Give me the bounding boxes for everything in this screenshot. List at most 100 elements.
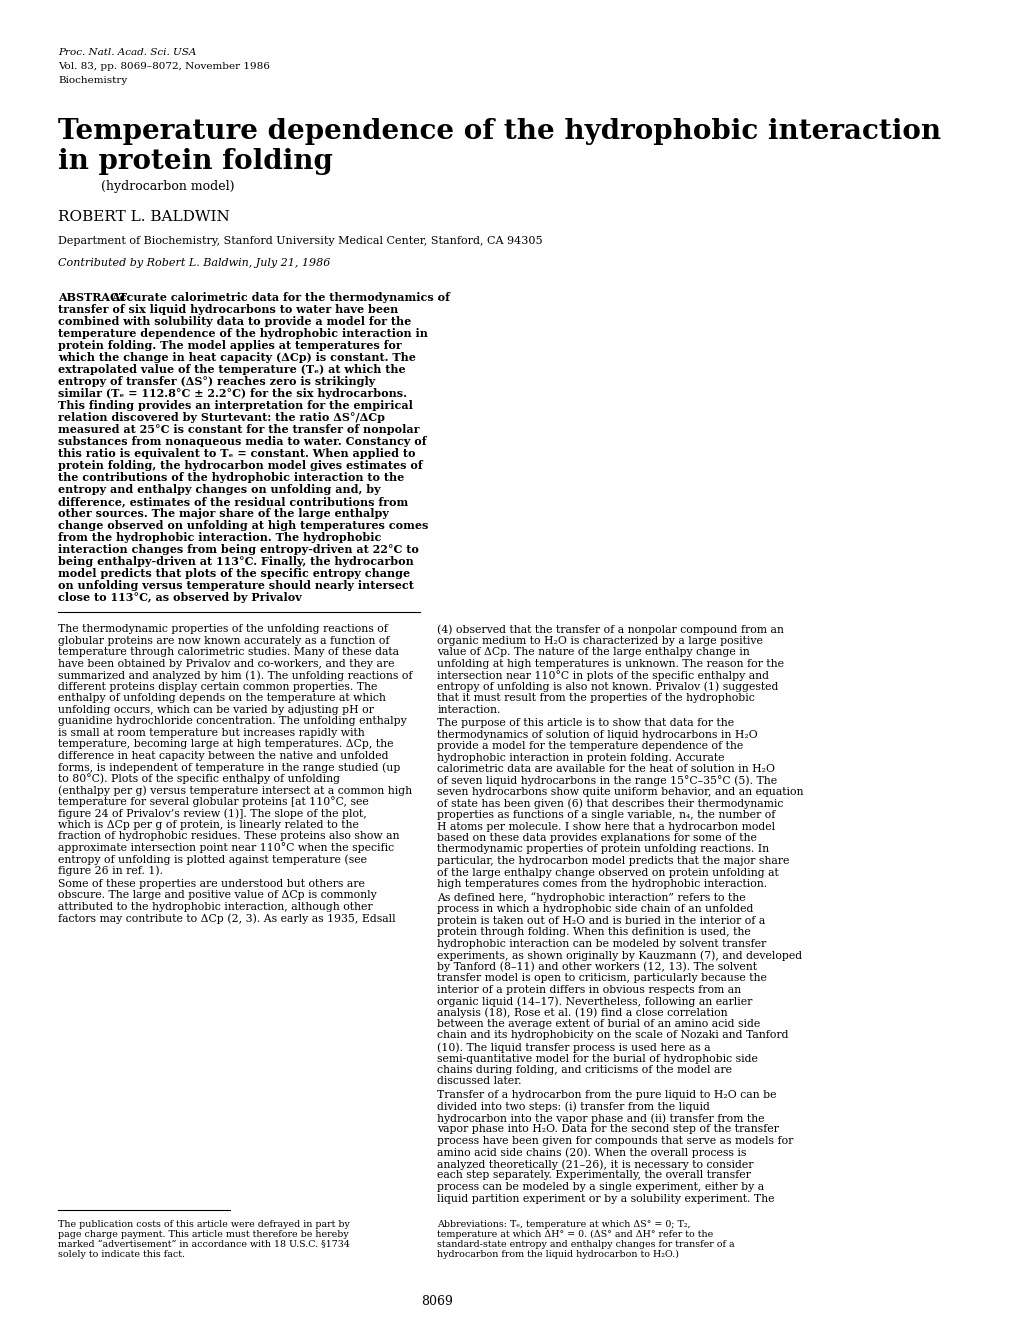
Text: marked “advertisement” in accordance with 18 U.S.C. §1734: marked “advertisement” in accordance wit… <box>58 1240 350 1249</box>
Text: that it must result from the properties of the hydrophobic: that it must result from the properties … <box>437 693 754 703</box>
Text: analyzed theoretically (21–26), it is necessary to consider: analyzed theoretically (21–26), it is ne… <box>437 1159 753 1170</box>
Text: extrapolated value of the temperature (Tₑ) at which the: extrapolated value of the temperature (T… <box>58 365 406 375</box>
Text: ABSTRACT: ABSTRACT <box>58 292 127 304</box>
Text: organic medium to H₂O is characterized by a large positive: organic medium to H₂O is characterized b… <box>437 635 762 646</box>
Text: similar (Tₑ = 112.8°C ± 2.2°C) for the six hydrocarbons.: similar (Tₑ = 112.8°C ± 2.2°C) for the s… <box>58 389 407 399</box>
Text: (10). The liquid transfer process is used here as a: (10). The liquid transfer process is use… <box>437 1042 710 1053</box>
Text: divided into two steps: (i) transfer from the liquid: divided into two steps: (i) transfer fro… <box>437 1102 709 1113</box>
Text: which the change in heat capacity (ΔCp) is constant. The: which the change in heat capacity (ΔCp) … <box>58 351 416 363</box>
Text: summarized and analyzed by him (1). The unfolding reactions of: summarized and analyzed by him (1). The … <box>58 670 413 680</box>
Text: unfolding at high temperatures is unknown. The reason for the: unfolding at high temperatures is unknow… <box>437 659 784 668</box>
Text: analysis (18), Rose et al. (19) find a close correlation: analysis (18), Rose et al. (19) find a c… <box>437 1008 728 1018</box>
Text: high temperatures comes from the hydrophobic interaction.: high temperatures comes from the hydroph… <box>437 879 766 888</box>
Text: temperature for several globular proteins [at 110°C, see: temperature for several globular protein… <box>58 797 369 808</box>
Text: change observed on unfolding at high temperatures comes: change observed on unfolding at high tem… <box>58 520 428 530</box>
Text: standard-state entropy and enthalpy changes for transfer of a: standard-state entropy and enthalpy chan… <box>437 1240 735 1249</box>
Text: interaction.: interaction. <box>437 704 500 715</box>
Text: transfer of six liquid hydrocarbons to water have been: transfer of six liquid hydrocarbons to w… <box>58 304 398 316</box>
Text: temperature dependence of the hydrophobic interaction in: temperature dependence of the hydrophobi… <box>58 328 428 339</box>
Text: provide a model for the temperature dependence of the: provide a model for the temperature depe… <box>437 741 743 751</box>
Text: organic liquid (14–17). Nevertheless, following an earlier: organic liquid (14–17). Nevertheless, fo… <box>437 996 752 1006</box>
Text: in protein folding: in protein folding <box>58 149 333 175</box>
Text: which is ΔCp per g of protein, is linearly related to the: which is ΔCp per g of protein, is linear… <box>58 819 359 830</box>
Text: seven hydrocarbons show quite uniform behavior, and an equation: seven hydrocarbons show quite uniform be… <box>437 788 803 797</box>
Text: Transfer of a hydrocarbon from the pure liquid to H₂O can be: Transfer of a hydrocarbon from the pure … <box>437 1090 776 1101</box>
Text: on unfolding versus temperature should nearly intersect: on unfolding versus temperature should n… <box>58 579 414 591</box>
Text: hydrophobic interaction in protein folding. Accurate: hydrophobic interaction in protein foldi… <box>437 752 725 762</box>
Text: difference, estimates of the residual contributions from: difference, estimates of the residual co… <box>58 496 409 507</box>
Text: Proc. Natl. Acad. Sci. USA: Proc. Natl. Acad. Sci. USA <box>58 48 197 57</box>
Text: The purpose of this article is to show that data for the: The purpose of this article is to show t… <box>437 717 734 728</box>
Text: enthalpy of unfolding depends on the temperature at which: enthalpy of unfolding depends on the tem… <box>58 693 386 703</box>
Text: have been obtained by Privalov and co-workers, and they are: have been obtained by Privalov and co-wo… <box>58 659 394 668</box>
Text: this ratio is equivalent to Tₑ = constant. When applied to: this ratio is equivalent to Tₑ = constan… <box>58 448 416 459</box>
Text: measured at 25°C is constant for the transfer of nonpolar: measured at 25°C is constant for the tra… <box>58 424 420 435</box>
Text: chains during folding, and criticisms of the model are: chains during folding, and criticisms of… <box>437 1065 732 1075</box>
Text: intersection near 110°C in plots of the specific enthalpy and: intersection near 110°C in plots of the … <box>437 670 768 680</box>
Text: hydrocarbon into the vapor phase and (ii) transfer from the: hydrocarbon into the vapor phase and (ii… <box>437 1113 764 1123</box>
Text: protein folding, the hydrocarbon model gives estimates of: protein folding, the hydrocarbon model g… <box>58 460 423 471</box>
Text: (enthalpy per g) versus temperature intersect at a common high: (enthalpy per g) versus temperature inte… <box>58 785 412 796</box>
Text: close to 113°C, as observed by Privalov: close to 113°C, as observed by Privalov <box>58 591 302 603</box>
Text: fraction of hydrophobic residues. These proteins also show an: fraction of hydrophobic residues. These … <box>58 831 399 841</box>
Text: thermodynamic properties of protein unfolding reactions. In: thermodynamic properties of protein unfo… <box>437 845 768 854</box>
Text: being enthalpy-driven at 113°C. Finally, the hydrocarbon: being enthalpy-driven at 113°C. Finally,… <box>58 556 414 568</box>
Text: between the average extent of burial of an amino acid side: between the average extent of burial of … <box>437 1018 760 1029</box>
Text: Department of Biochemistry, Stanford University Medical Center, Stanford, CA 943: Department of Biochemistry, Stanford Uni… <box>58 236 542 247</box>
Text: .: . <box>437 292 440 302</box>
Text: experiments, as shown originally by Kauzmann (7), and developed: experiments, as shown originally by Kauz… <box>437 949 802 960</box>
Text: different proteins display certain common properties. The: different proteins display certain commo… <box>58 682 377 691</box>
Text: amino acid side chains (20). When the overall process is: amino acid side chains (20). When the ov… <box>437 1147 746 1158</box>
Text: semi-quantitative model for the burial of hydrophobic side: semi-quantitative model for the burial o… <box>437 1053 757 1063</box>
Text: properties as functions of a single variable, n₄, the number of: properties as functions of a single vari… <box>437 810 775 819</box>
Text: globular proteins are now known accurately as a function of: globular proteins are now known accurate… <box>58 635 389 646</box>
Text: (4) observed that the transfer of a nonpolar compound from an: (4) observed that the transfer of a nonp… <box>437 625 784 635</box>
Text: Vol. 83, pp. 8069–8072, November 1986: Vol. 83, pp. 8069–8072, November 1986 <box>58 62 270 72</box>
Text: entropy of transfer (ΔS°) reaches zero is strikingly: entropy of transfer (ΔS°) reaches zero i… <box>58 377 375 387</box>
Text: This finding provides an interpretation for the empirical: This finding provides an interpretation … <box>58 400 413 411</box>
Text: process in which a hydrophobic side chain of an unfolded: process in which a hydrophobic side chai… <box>437 904 753 914</box>
Text: to 80°C). Plots of the specific enthalpy of unfolding: to 80°C). Plots of the specific enthalpy… <box>58 773 340 785</box>
Text: based on these data provides explanations for some of the: based on these data provides explanation… <box>437 833 756 843</box>
Text: particular, the hydrocarbon model predicts that the major share: particular, the hydrocarbon model predic… <box>437 857 789 866</box>
Text: ROBERT L. BALDWIN: ROBERT L. BALDWIN <box>58 210 230 224</box>
Text: page charge payment. This article must therefore be hereby: page charge payment. This article must t… <box>58 1231 348 1238</box>
Text: value of ΔCp. The nature of the large enthalpy change in: value of ΔCp. The nature of the large en… <box>437 647 749 656</box>
Text: protein is taken out of H₂O and is buried in the interior of a: protein is taken out of H₂O and is burie… <box>437 915 765 926</box>
Text: liquid partition experiment or by a solubility experiment. The: liquid partition experiment or by a solu… <box>437 1193 774 1204</box>
Text: 8069: 8069 <box>421 1296 452 1307</box>
Text: of the large enthalpy change observed on protein unfolding at: of the large enthalpy change observed on… <box>437 867 779 878</box>
Text: Some of these properties are understood but others are: Some of these properties are understood … <box>58 879 365 888</box>
Text: guanidine hydrochloride concentration. The unfolding enthalpy: guanidine hydrochloride concentration. T… <box>58 716 407 727</box>
Text: of seven liquid hydrocarbons in the range 15°C–35°C (5). The: of seven liquid hydrocarbons in the rang… <box>437 776 776 786</box>
Text: Temperature dependence of the hydrophobic interaction: Temperature dependence of the hydrophobi… <box>58 118 941 145</box>
Text: protein through folding. When this definition is used, the: protein through folding. When this defin… <box>437 927 750 937</box>
Text: chain and its hydrophobicity on the scale of Nozaki and Tanford: chain and its hydrophobicity on the scal… <box>437 1030 788 1041</box>
Text: approximate intersection point near 110°C when the specific: approximate intersection point near 110°… <box>58 842 394 854</box>
Text: The publication costs of this article were defrayed in part by: The publication costs of this article we… <box>58 1220 350 1229</box>
Text: Accurate calorimetric data for the thermodynamics of: Accurate calorimetric data for the therm… <box>111 292 450 304</box>
Text: unfolding occurs, which can be varied by adjusting pH or: unfolding occurs, which can be varied by… <box>58 704 374 715</box>
Text: entropy of unfolding is also not known. Privalov (1) suggested: entropy of unfolding is also not known. … <box>437 682 777 692</box>
Text: of state has been given (6) that describes their thermodynamic: of state has been given (6) that describ… <box>437 798 783 809</box>
Text: calorimetric data are available for the heat of solution in H₂O: calorimetric data are available for the … <box>437 764 774 774</box>
Text: vapor phase into H₂O. Data for the second step of the transfer: vapor phase into H₂O. Data for the secon… <box>437 1124 779 1135</box>
Text: obscure. The large and positive value of ΔCp is commonly: obscure. The large and positive value of… <box>58 891 377 900</box>
Text: by Tanford (8–11) and other workers (12, 13). The solvent: by Tanford (8–11) and other workers (12,… <box>437 961 756 972</box>
Text: As defined here, “hydrophobic interaction” refers to the: As defined here, “hydrophobic interactio… <box>437 892 745 903</box>
Text: hydrocarbon from the liquid hydrocarbon to H₂O.): hydrocarbon from the liquid hydrocarbon … <box>437 1250 679 1260</box>
Text: entropy of unfolding is plotted against temperature (see: entropy of unfolding is plotted against … <box>58 854 367 865</box>
Text: relation discovered by Sturtevant: the ratio ΔS°/ΔCp: relation discovered by Sturtevant: the r… <box>58 412 385 423</box>
Text: process have been given for compounds that serve as models for: process have been given for compounds th… <box>437 1136 793 1146</box>
Text: attributed to the hydrophobic interaction, although other: attributed to the hydrophobic interactio… <box>58 902 373 912</box>
Text: Abbreviations: Tₑ, temperature at which ΔS° = 0; T₂,: Abbreviations: Tₑ, temperature at which … <box>437 1220 690 1229</box>
Text: combined with solubility data to provide a model for the: combined with solubility data to provide… <box>58 316 411 328</box>
Text: discussed later.: discussed later. <box>437 1077 522 1086</box>
Text: other sources. The major share of the large enthalpy: other sources. The major share of the la… <box>58 508 389 518</box>
Text: temperature at which ΔH° = 0. (ΔS° and ΔH° refer to the: temperature at which ΔH° = 0. (ΔS° and Δ… <box>437 1231 713 1238</box>
Text: The thermodynamic properties of the unfolding reactions of: The thermodynamic properties of the unfo… <box>58 625 388 634</box>
Text: Biochemistry: Biochemistry <box>58 76 127 85</box>
Text: from the hydrophobic interaction. The hydrophobic: from the hydrophobic interaction. The hy… <box>58 532 381 544</box>
Text: figure 26 in ref. 1).: figure 26 in ref. 1). <box>58 866 163 876</box>
Text: substances from nonaqueous media to water. Constancy of: substances from nonaqueous media to wate… <box>58 436 426 447</box>
